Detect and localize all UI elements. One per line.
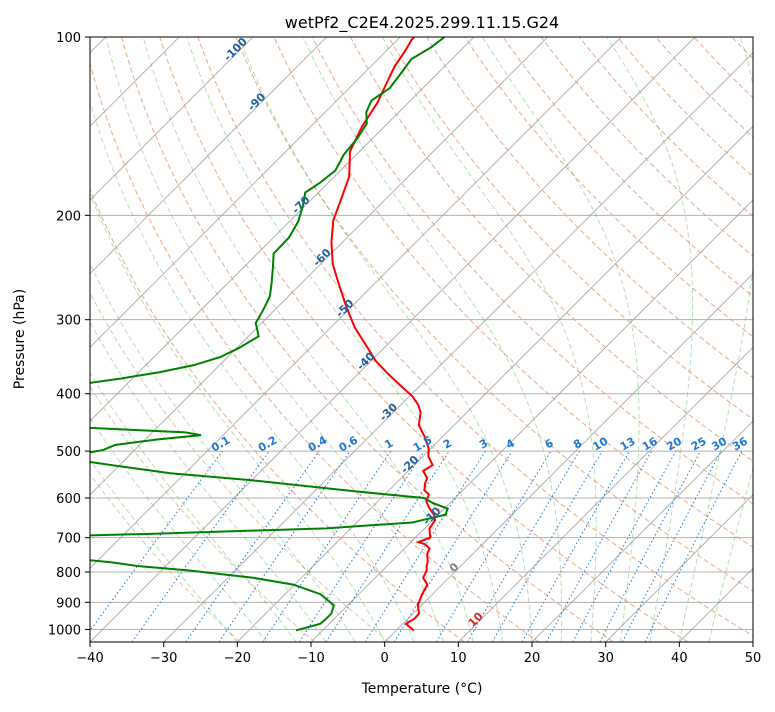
moist-adiabat-line — [382, 37, 597, 642]
x-tick-label: 0 — [381, 651, 389, 666]
isotherm-line — [90, 37, 401, 348]
skewed-isotherms — [90, 37, 753, 642]
theta-line — [121, 37, 614, 642]
mixing-ratio-line — [393, 450, 513, 642]
theta-line — [90, 61, 540, 642]
y-tick-label: 700 — [56, 532, 81, 547]
x-tick-label: 40 — [671, 651, 688, 666]
y-tick-label: 800 — [56, 566, 81, 581]
moist-adiabat-line — [90, 417, 268, 642]
dry-adiabat-line — [90, 61, 540, 642]
y-axis-ticks: 100 200 300 400 500 600 700 800 900 1000 — [48, 31, 90, 638]
x-axis-ticks: −40 −30 −20 −10 0 10 20 30 40 50 — [76, 642, 761, 666]
dry-adiabat-line — [159, 37, 689, 642]
isotherm-line — [237, 125, 753, 642]
temperature-line — [330, 37, 437, 632]
x-tick-label: −20 — [224, 651, 251, 666]
mixing-ratio-line — [218, 450, 351, 642]
x-tick-label: 20 — [524, 651, 541, 666]
isotherm-line — [458, 346, 753, 642]
x-tick-label: −30 — [150, 651, 177, 666]
theta-line — [235, 37, 753, 592]
theta-line — [197, 37, 753, 637]
dry-adiabat-line — [426, 37, 753, 379]
moist-adiabat-line — [238, 37, 533, 642]
dry-adiabat-line — [502, 37, 753, 297]
mixing-ratio-line — [90, 450, 223, 632]
dry-adiabat-line — [90, 473, 241, 642]
y-tick-label: 900 — [56, 596, 81, 611]
mixing-ratio-lines — [90, 450, 743, 642]
isotherm-line — [679, 567, 753, 642]
moist-adiabat-line — [678, 37, 753, 642]
dry-adiabat-line — [273, 37, 753, 548]
dry-adiabat-line — [121, 37, 614, 642]
theta-line — [273, 37, 753, 548]
mixing-ratio-line — [131, 450, 270, 642]
theta-line — [426, 37, 753, 379]
x-tick-label: −40 — [76, 651, 103, 666]
x-tick-label: 10 — [450, 651, 467, 666]
isotherm-line — [90, 37, 475, 422]
chart-title: wetPf2_C2E4.2025.299.11.15.G24 — [285, 13, 559, 33]
y-tick-label: 300 — [56, 314, 81, 329]
mixing-ratio-line — [545, 450, 653, 642]
mixing-ratio-line — [644, 450, 743, 642]
dry-adiabat-line — [90, 188, 465, 642]
moist-adiabat-line — [90, 192, 386, 642]
theta-line — [350, 37, 753, 462]
moist-adiabats — [90, 37, 753, 642]
x-tick-label: 30 — [597, 651, 614, 666]
mixing-ratio-line — [185, 450, 320, 642]
moist-adiabat-line — [186, 37, 504, 642]
moist-adiabat-line — [606, 37, 694, 642]
isotherm-line — [90, 37, 622, 569]
moist-adiabat-line — [302, 37, 563, 642]
mixing-ratio-line — [572, 450, 677, 642]
isotherm-line — [310, 199, 753, 642]
dry-adiabats — [90, 37, 753, 642]
isotherm-line — [384, 273, 753, 642]
theta-line — [159, 37, 689, 642]
x-tick-label: −10 — [297, 651, 324, 666]
plot-content: -100-90-70-60-50-40-30-20-100 0.1 0.2 0.4 0… — [90, 37, 753, 642]
dewpoint-line — [90, 37, 449, 632]
mixing-ratio-line — [325, 450, 450, 642]
sounding-series — [90, 37, 449, 632]
plot-frame — [89, 36, 754, 643]
isotherm-line — [605, 494, 753, 642]
isotherm-line — [531, 420, 753, 642]
moist-adiabat-line — [90, 321, 327, 642]
moist-adiabat-line — [481, 37, 640, 642]
mixing-ratio-line — [521, 450, 630, 642]
moist-adiabat-line — [90, 371, 297, 642]
mixing-ratio-line — [262, 450, 392, 642]
moist-adiabat-line — [90, 459, 238, 642]
moist-adiabat-line — [105, 37, 445, 642]
y-tick-label: 600 — [56, 492, 81, 507]
dry-adiabat-line — [197, 37, 753, 637]
dry-adiabat-line — [350, 37, 753, 462]
dry-adiabat-line — [90, 291, 390, 642]
moist-adiabat-line — [708, 465, 753, 642]
y-tick-label: 400 — [56, 388, 81, 403]
moist-adiabat-line — [142, 37, 474, 642]
y-tick-label: 500 — [56, 445, 81, 460]
dry-adiabat-line — [90, 385, 316, 642]
theta-line — [90, 188, 465, 642]
x-axis-label: Temperature (°C) — [361, 681, 483, 697]
theta-line — [502, 37, 753, 297]
y-tick-label: 1000 — [48, 623, 81, 638]
y-tick-label: 100 — [56, 31, 81, 46]
isotherm-line — [90, 37, 548, 496]
isotherm-line — [90, 37, 696, 642]
y-axis-label: Pressure (hPa) — [12, 289, 28, 389]
y-tick-label: 200 — [56, 209, 81, 224]
dry-adiabat-line — [235, 37, 753, 592]
x-tick-label: 50 — [745, 651, 762, 666]
